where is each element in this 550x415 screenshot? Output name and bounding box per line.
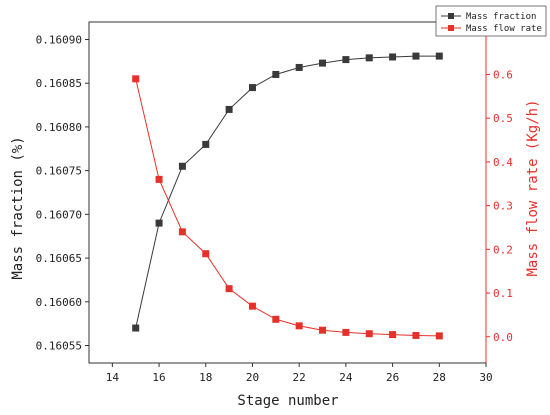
legend-marker-mass-fraction (448, 13, 454, 19)
right-y-tick-label: 0.0 (493, 331, 513, 344)
x-tick-label: 30 (479, 371, 492, 384)
data-point-mass-fraction (248, 84, 256, 92)
x-tick-label: 18 (199, 371, 212, 384)
data-point-mass-fraction (178, 162, 186, 170)
left-y-tick-label: 0.16085 (36, 77, 82, 90)
data-point-mass-flow-rate (202, 250, 210, 258)
data-point-mass-flow-rate (365, 330, 373, 338)
x-tick-label: 20 (246, 371, 259, 384)
data-point-mass-flow-rate (435, 332, 443, 340)
data-point-mass-flow-rate (248, 302, 256, 310)
data-point-mass-fraction (132, 324, 140, 332)
right-y-tick-label: 0.3 (493, 200, 513, 213)
data-point-mass-flow-rate (155, 175, 163, 183)
right-y-tick-label: 0.2 (493, 243, 513, 256)
left-y-axis-ticks: 0.16055 0.16060 0.16065 0.16070 0.16075 0.160… (36, 33, 89, 353)
left-y-axis-title: Mass fraction (%) (10, 136, 26, 279)
right-y-axis-ticks: 0.0 0.1 0.2 0.3 0.4 0.5 0.6 (486, 68, 513, 344)
x-axis-ticks: 14 16 18 20 22 24 26 28 30 (106, 363, 493, 384)
x-axis-title: Stage number (237, 393, 338, 409)
data-point-mass-fraction (225, 105, 233, 113)
legend-label-mass-flow-rate: Mass flow rate (466, 24, 542, 34)
x-tick-label: 16 (152, 371, 165, 384)
left-y-tick-label: 0.16065 (36, 252, 82, 265)
left-y-tick-label: 0.16060 (36, 296, 82, 309)
legend: Mass fraction Mass flow rate (435, 5, 547, 37)
series-line-mass-flow-rate (135, 78, 440, 337)
plot-frame (88, 21, 487, 364)
data-point-mass-flow-rate (319, 326, 327, 334)
data-point-mass-fraction (319, 59, 327, 67)
x-tick-label: 22 (293, 371, 306, 384)
left-y-tick-label: 0.16055 (36, 340, 82, 353)
left-y-tick-label: 0.16090 (36, 33, 82, 46)
legend-box (435, 5, 547, 37)
data-point-mass-fraction (412, 52, 420, 60)
data-point-mass-fraction (155, 219, 163, 227)
legend-label-mass-fraction: Mass fraction (466, 12, 536, 22)
right-y-tick-label: 0.4 (493, 156, 513, 169)
data-point-mass-flow-rate (132, 75, 140, 83)
data-point-mass-flow-rate (178, 228, 186, 236)
series-line-mass-fraction (135, 55, 440, 329)
right-y-axis-title: Mass flow rate (Kg/h) (525, 99, 541, 276)
data-point-mass-fraction (272, 70, 280, 78)
series-layer (132, 52, 443, 340)
x-tick-label: 26 (386, 371, 399, 384)
data-point-mass-flow-rate (412, 331, 420, 339)
right-y-tick-label: 0.5 (493, 112, 513, 125)
data-point-mass-flow-rate (295, 322, 303, 330)
data-point-mass-fraction (435, 52, 443, 60)
data-point-mass-flow-rate (225, 285, 233, 293)
left-y-tick-label: 0.16080 (36, 121, 82, 134)
right-y-tick-label: 0.6 (493, 68, 513, 81)
data-point-mass-fraction (202, 140, 210, 148)
data-point-mass-fraction (365, 54, 373, 62)
data-point-mass-flow-rate (389, 331, 397, 339)
left-y-tick-label: 0.16070 (36, 208, 82, 221)
x-tick-label: 24 (339, 371, 353, 384)
data-point-mass-fraction (342, 56, 350, 64)
data-point-mass-flow-rate (342, 328, 350, 336)
data-point-mass-fraction (389, 53, 397, 61)
data-point-mass-flow-rate (272, 315, 280, 323)
left-y-tick-label: 0.16075 (36, 165, 82, 178)
x-tick-label: 14 (106, 371, 120, 384)
data-point-mass-fraction (295, 63, 303, 71)
x-tick-label: 28 (433, 371, 446, 384)
legend-marker-mass-flow-rate (448, 25, 454, 31)
right-y-tick-label: 0.1 (493, 287, 513, 300)
